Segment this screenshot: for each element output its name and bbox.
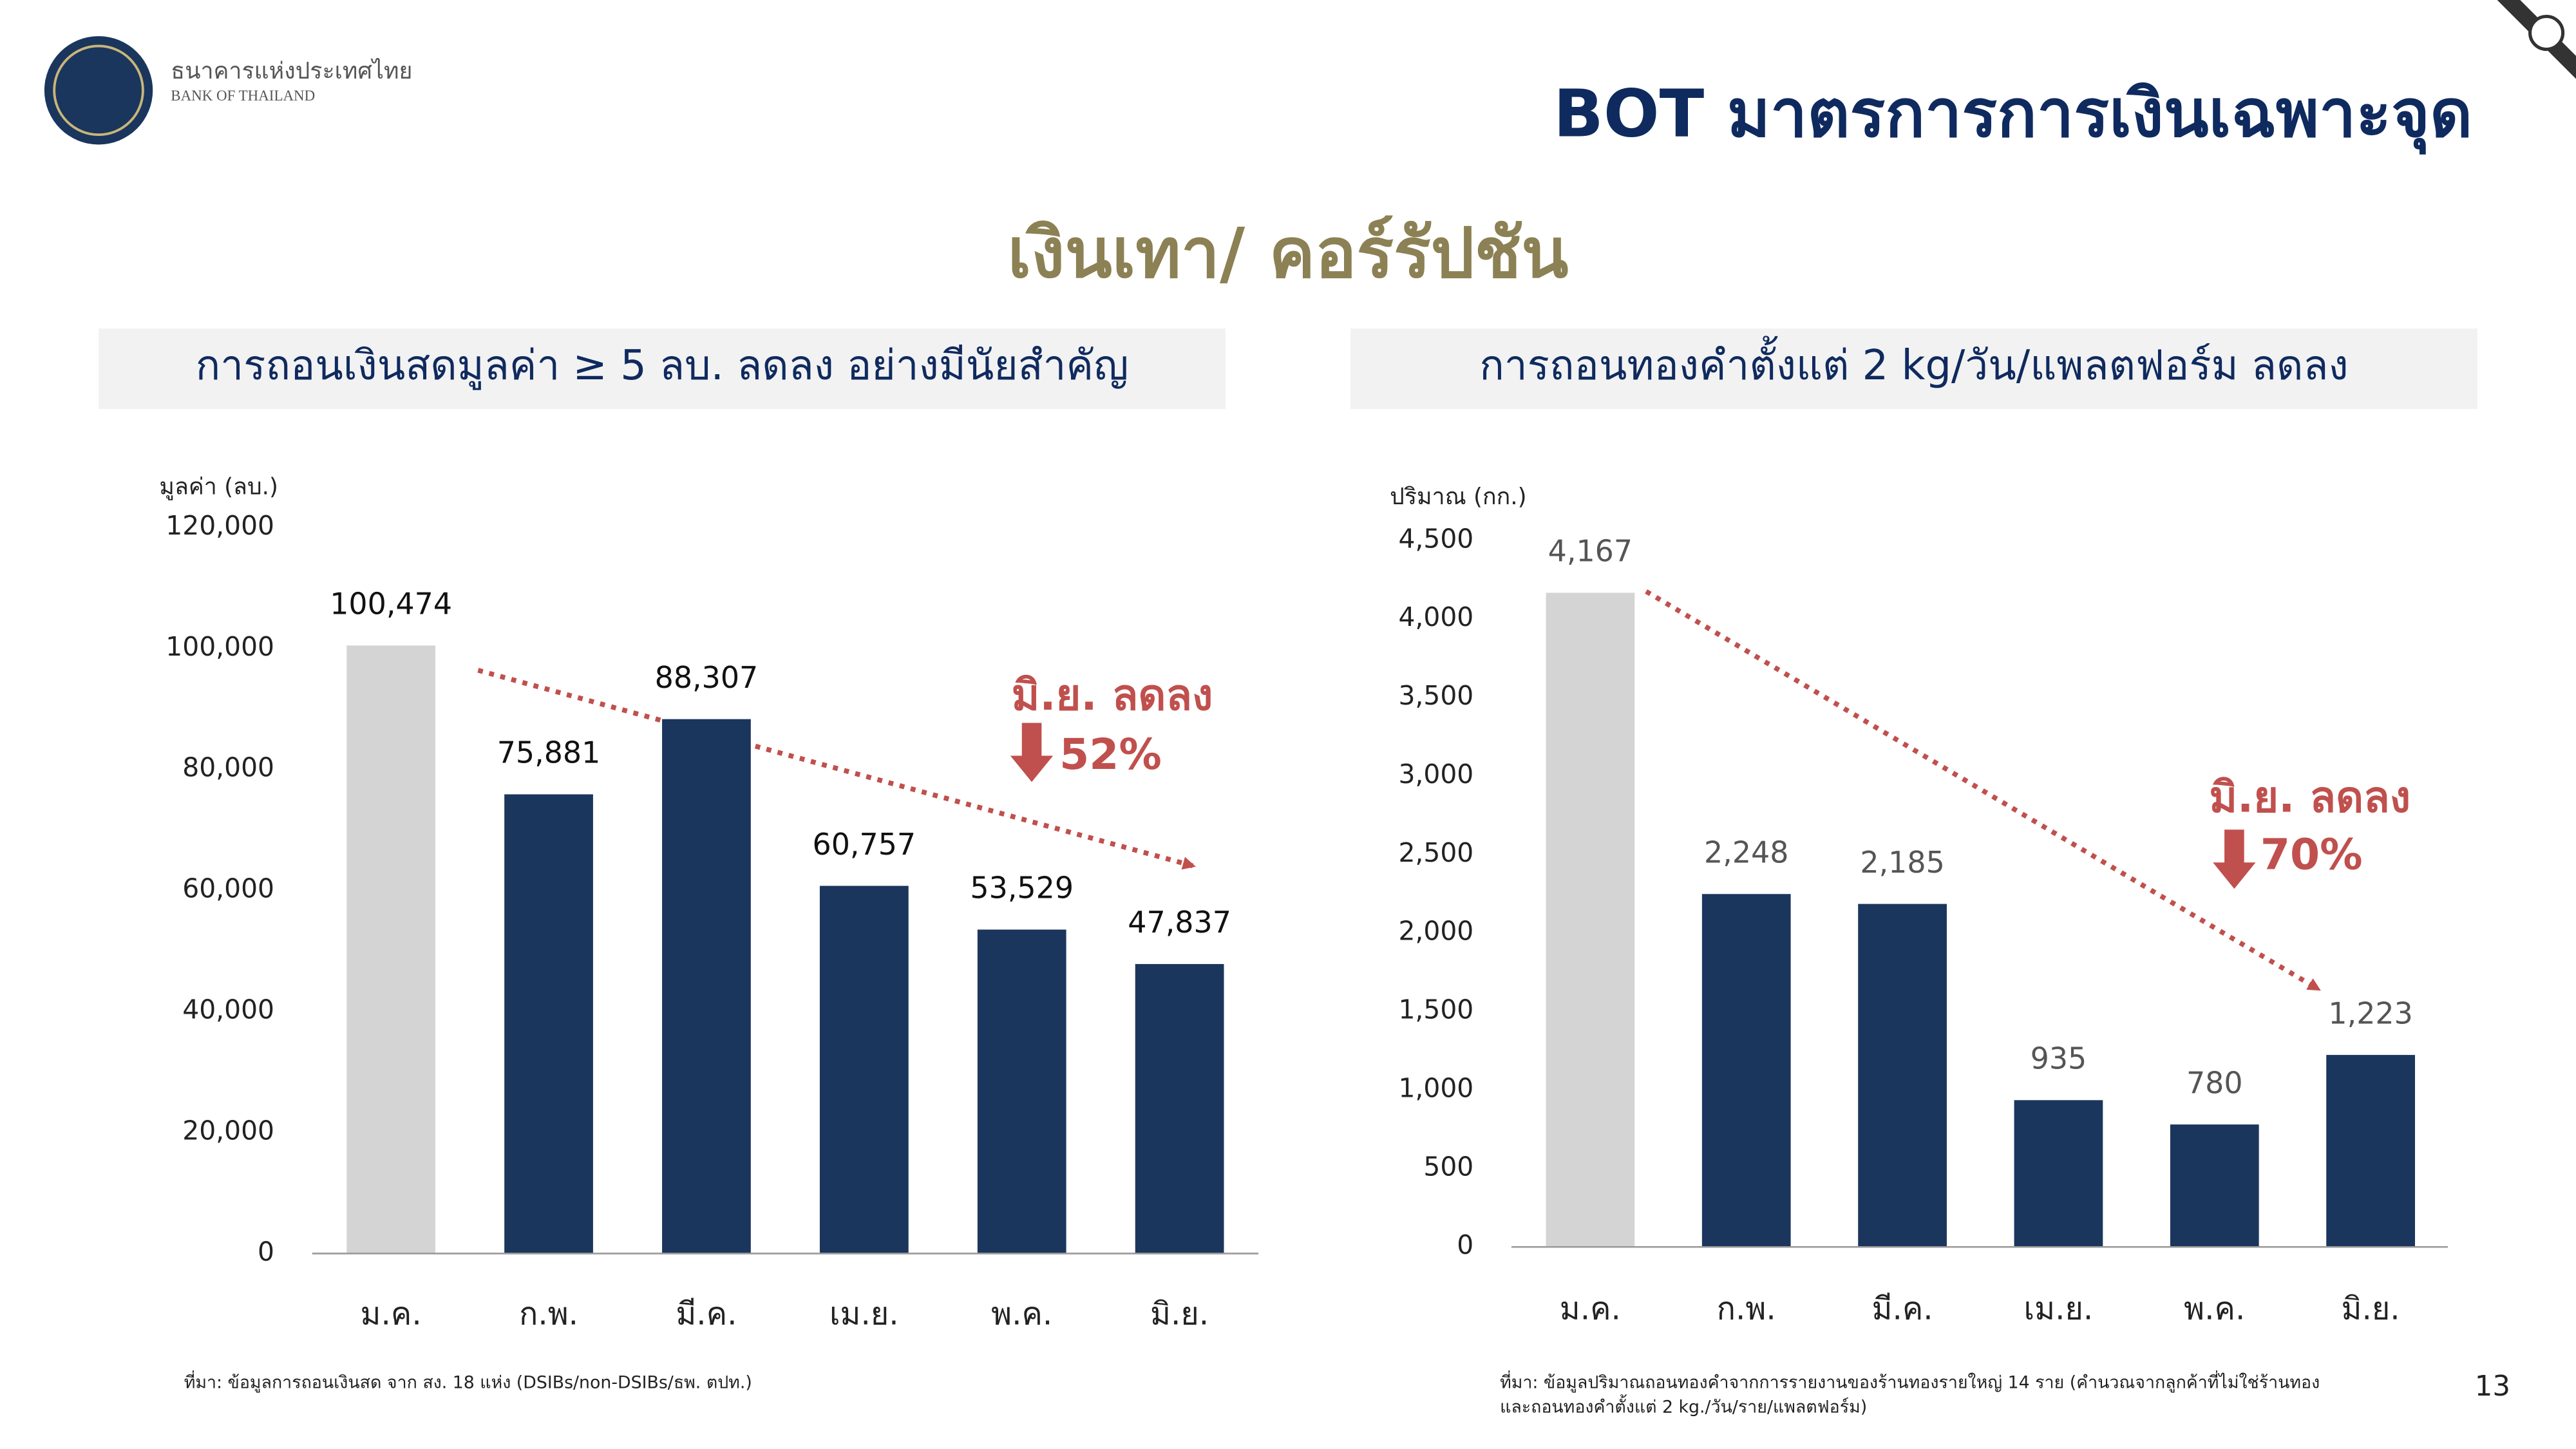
value-label: 75,881 [497, 735, 601, 770]
source-note: ที่มา: ข้อมูลการถอนเงินสด จาก สง. 18 แห่… [184, 1370, 752, 1392]
y-tick-label: 500 [1423, 1151, 1473, 1182]
x-tick-label: พ.ค. [2184, 1291, 2245, 1327]
bar [2326, 1055, 2415, 1247]
y-axis-label: มูลค่า (ลบ.) [159, 474, 278, 500]
y-tick-label: 0 [1457, 1229, 1473, 1260]
y-tick-label: 1,000 [1398, 1072, 1473, 1103]
value-label: 60,757 [813, 827, 916, 862]
source-note: และถอนทองคำตั้งแต่ 2 kg./วัน/ราย/แพลตฟอร… [1500, 1395, 1867, 1417]
trend-arrow [1645, 589, 2321, 992]
value-label: 780 [2186, 1065, 2243, 1100]
chart-title: การถอนเงินสดมูลค่า ≥ 5 ลบ. ลดลง อย่างมีน… [196, 342, 1129, 390]
y-tick-label: 4,500 [1398, 523, 1473, 554]
bar [1701, 894, 1791, 1247]
panel-header [1350, 328, 2477, 410]
page-number: 13 [2475, 1370, 2510, 1403]
value-label: 2,248 [1704, 835, 1788, 870]
annotation: มิ.ย. ลดลง [2209, 772, 2410, 822]
annotation: มิ.ย. ลดลง [1012, 670, 1213, 720]
y-tick-label: 3,500 [1398, 680, 1473, 711]
value-label: 2,185 [1860, 845, 1944, 880]
org-name-th: ธนาคารแห่งประเทศไทย [171, 57, 412, 84]
x-tick-label: เม.ย. [829, 1296, 899, 1332]
value-label: 88,307 [655, 660, 759, 695]
y-tick-label: 0 [258, 1236, 274, 1267]
x-tick-label: ก.พ. [519, 1296, 578, 1332]
page-subtitle: เงินเทา/ คอร์รัปชัน [1008, 214, 1569, 294]
bar [2014, 1100, 2103, 1247]
bar [1858, 904, 1947, 1247]
y-tick-label: 80,000 [182, 752, 274, 783]
logo-ring [53, 44, 144, 137]
value-label: 935 [2031, 1041, 2087, 1076]
y-tick-label: 1,500 [1398, 994, 1473, 1025]
y-tick-label: 120,000 [166, 510, 274, 541]
bar [662, 719, 751, 1254]
value-label: 1,223 [2328, 996, 2412, 1030]
value-label: 4,167 [1548, 534, 1633, 569]
bar [1546, 592, 1635, 1247]
bar [819, 886, 909, 1254]
annotation-change: 52% [1059, 729, 1162, 779]
y-tick-label: 2,500 [1398, 837, 1473, 868]
y-tick-label: 60,000 [182, 873, 274, 904]
bar [2170, 1124, 2259, 1247]
y-tick-label: 100,000 [166, 631, 274, 662]
down-arrow [2213, 829, 2256, 889]
x-tick-label: ม.ค. [1560, 1291, 1621, 1327]
x-tick-label: ก.พ. [1717, 1291, 1776, 1327]
panel-header [99, 328, 1226, 410]
down-arrow [1010, 723, 1054, 782]
chart-title: การถอนทองคำตั้งแต่ 2 kg/วัน/แพลตฟอร์ม ลด… [1479, 336, 2348, 390]
y-axis-label: ปริมาณ (กก.) [1390, 484, 1526, 510]
x-tick-label: ม.ค. [361, 1296, 422, 1332]
value-label: 53,529 [970, 871, 1074, 905]
bar [1135, 963, 1224, 1254]
annotation-change: 70% [2260, 829, 2363, 880]
x-tick-label: มี.ค. [1872, 1291, 1933, 1327]
bar [504, 794, 593, 1254]
x-tick-label: เม.ย. [2024, 1291, 2094, 1327]
source-note: ที่มา: ข้อมูลปริมาณถอนทองคำจากการรายงานข… [1500, 1370, 2320, 1392]
y-tick-label: 4,000 [1398, 601, 1473, 632]
value-label: 100,474 [330, 587, 452, 621]
bar [977, 929, 1066, 1254]
x-tick-label: มิ.ย. [2342, 1291, 2400, 1327]
page-title: BOT มาตรการการเงินเฉพาะจุด [1553, 76, 2472, 155]
y-tick-label: 40,000 [182, 994, 274, 1025]
ribbon-icon [2528, 14, 2565, 52]
logo [44, 36, 153, 145]
org-name-en: BANK OF THAILAND [171, 88, 315, 104]
x-tick-label: พ.ค. [991, 1296, 1052, 1332]
y-tick-label: 3,000 [1398, 759, 1473, 790]
trend-arrow [477, 668, 1196, 870]
y-tick-label: 2,000 [1398, 916, 1473, 947]
x-tick-label: มี.ค. [676, 1296, 737, 1332]
bar [346, 645, 436, 1254]
y-tick-label: 20,000 [182, 1115, 274, 1146]
value-label: 47,837 [1128, 905, 1231, 940]
x-tick-label: มิ.ย. [1150, 1296, 1209, 1332]
